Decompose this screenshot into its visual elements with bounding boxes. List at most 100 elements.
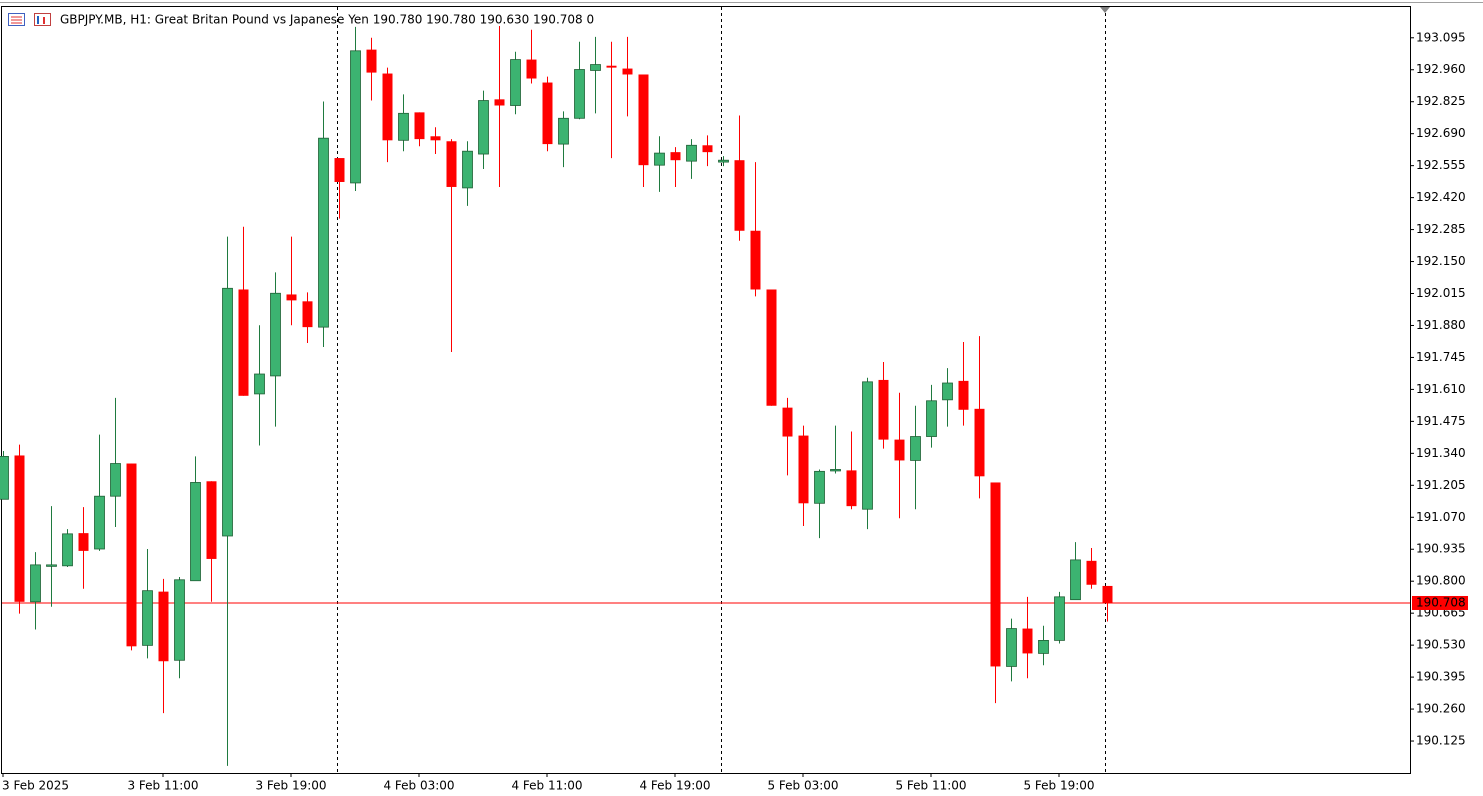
- candle-body: [718, 159, 729, 163]
- candle-body: [110, 463, 121, 497]
- candle-body: [942, 382, 953, 401]
- y-tick-label: 190.125: [1416, 734, 1466, 748]
- candle-body: [622, 68, 633, 75]
- candle-body: [174, 579, 185, 661]
- candle-body: [862, 381, 873, 510]
- y-tick-label: 191.475: [1416, 414, 1466, 428]
- candle-body: [446, 141, 457, 187]
- y-tick-label: 191.205: [1416, 478, 1466, 492]
- candle-body: [558, 117, 569, 145]
- candle-body: [190, 482, 201, 582]
- candle-body: [62, 533, 73, 567]
- x-tick-label: 4 Feb 19:00: [639, 779, 710, 793]
- candle-body: [0, 456, 9, 500]
- candle-body: [1022, 628, 1033, 654]
- y-tick-label: 191.070: [1416, 510, 1466, 524]
- candle-body: [286, 294, 297, 301]
- candle-body: [94, 495, 105, 550]
- candle-body: [846, 470, 857, 507]
- shift-marker: [1100, 7, 1110, 13]
- candle-body: [430, 136, 441, 141]
- y-tick-label: 191.745: [1416, 350, 1466, 364]
- candle-body: [1038, 640, 1049, 654]
- x-tick-label: 5 Feb 03:00: [767, 779, 838, 793]
- candle-body: [606, 65, 617, 68]
- candle-body: [334, 158, 345, 182]
- candle-body: [270, 292, 281, 377]
- candle-body: [478, 100, 489, 155]
- y-tick-label: 192.015: [1416, 286, 1466, 300]
- x-tick-label: 4 Feb 03:00: [383, 779, 454, 793]
- last-price-label: 190.708: [1416, 595, 1466, 609]
- candle-body: [702, 145, 713, 153]
- candle-body: [814, 470, 825, 504]
- candle-body: [590, 64, 601, 71]
- candle-body: [830, 469, 841, 472]
- y-tick-label: 190.800: [1416, 574, 1466, 588]
- y-tick-label: 192.285: [1416, 222, 1466, 236]
- candle-body: [734, 160, 745, 231]
- y-tick-label: 192.150: [1416, 254, 1466, 268]
- candle-body: [254, 373, 265, 395]
- candle-body: [1054, 596, 1065, 641]
- y-tick-label: 192.420: [1416, 190, 1466, 204]
- candle-body: [798, 435, 809, 504]
- candle-body: [318, 137, 329, 328]
- y-tick-label: 191.880: [1416, 318, 1466, 332]
- candle-body: [782, 407, 793, 437]
- x-tick-label: 3 Feb 11:00: [127, 779, 198, 793]
- candle-body: [30, 564, 41, 603]
- candle-body: [974, 408, 985, 477]
- candle-body: [526, 59, 537, 79]
- candle-body: [990, 482, 1001, 667]
- y-tick-label: 192.825: [1416, 94, 1466, 108]
- candle-body: [462, 150, 473, 189]
- candle-body: [1102, 585, 1113, 603]
- candle-body: [206, 481, 217, 559]
- candle-body: [366, 49, 377, 73]
- x-tick-label: 4 Feb 11:00: [511, 779, 582, 793]
- candle-body: [78, 533, 89, 551]
- candle-body: [142, 590, 153, 646]
- candle-body: [958, 380, 969, 410]
- candle-body: [222, 287, 233, 537]
- plot-frame: [1, 6, 1411, 774]
- candle-body: [414, 112, 425, 140]
- last-price-box: [1412, 595, 1468, 610]
- y-tick-label: 190.935: [1416, 542, 1466, 556]
- candle-body: [126, 463, 137, 647]
- y-tick-label: 190.530: [1416, 638, 1466, 652]
- chart-title: GBPJPY.MB, H1: Great Britan Pound vs Jap…: [60, 13, 594, 27]
- y-tick-label: 191.610: [1416, 382, 1466, 396]
- candle-body: [302, 301, 313, 328]
- y-tick-label: 192.555: [1416, 158, 1466, 172]
- candle-body: [1070, 559, 1081, 601]
- candle-body: [910, 436, 921, 461]
- y-tick-label: 193.095: [1416, 30, 1466, 44]
- candle-body: [158, 591, 169, 662]
- y-tick-label: 190.260: [1416, 702, 1466, 716]
- candle-body: [750, 230, 761, 290]
- y-tick-label: 192.690: [1416, 126, 1466, 140]
- x-tick-label: 3 Feb 2025: [2, 779, 69, 793]
- candle-body: [542, 82, 553, 145]
- candle-body: [398, 112, 409, 141]
- candle-body: [686, 144, 697, 162]
- candle-body: [878, 379, 889, 440]
- candle-body: [926, 400, 937, 437]
- candle-body: [766, 289, 777, 406]
- candle-body: [1006, 628, 1017, 667]
- candle-body: [894, 439, 905, 461]
- candle-body: [670, 152, 681, 161]
- candle-body: [350, 50, 361, 184]
- candle-body: [638, 74, 649, 166]
- y-tick-label: 192.960: [1416, 62, 1466, 76]
- candle-body: [14, 455, 25, 602]
- candle-body: [510, 59, 521, 106]
- candle-body: [1086, 560, 1097, 585]
- candle-body: [654, 152, 665, 166]
- x-tick-label: 5 Feb 19:00: [1023, 779, 1094, 793]
- candle-body: [494, 99, 505, 106]
